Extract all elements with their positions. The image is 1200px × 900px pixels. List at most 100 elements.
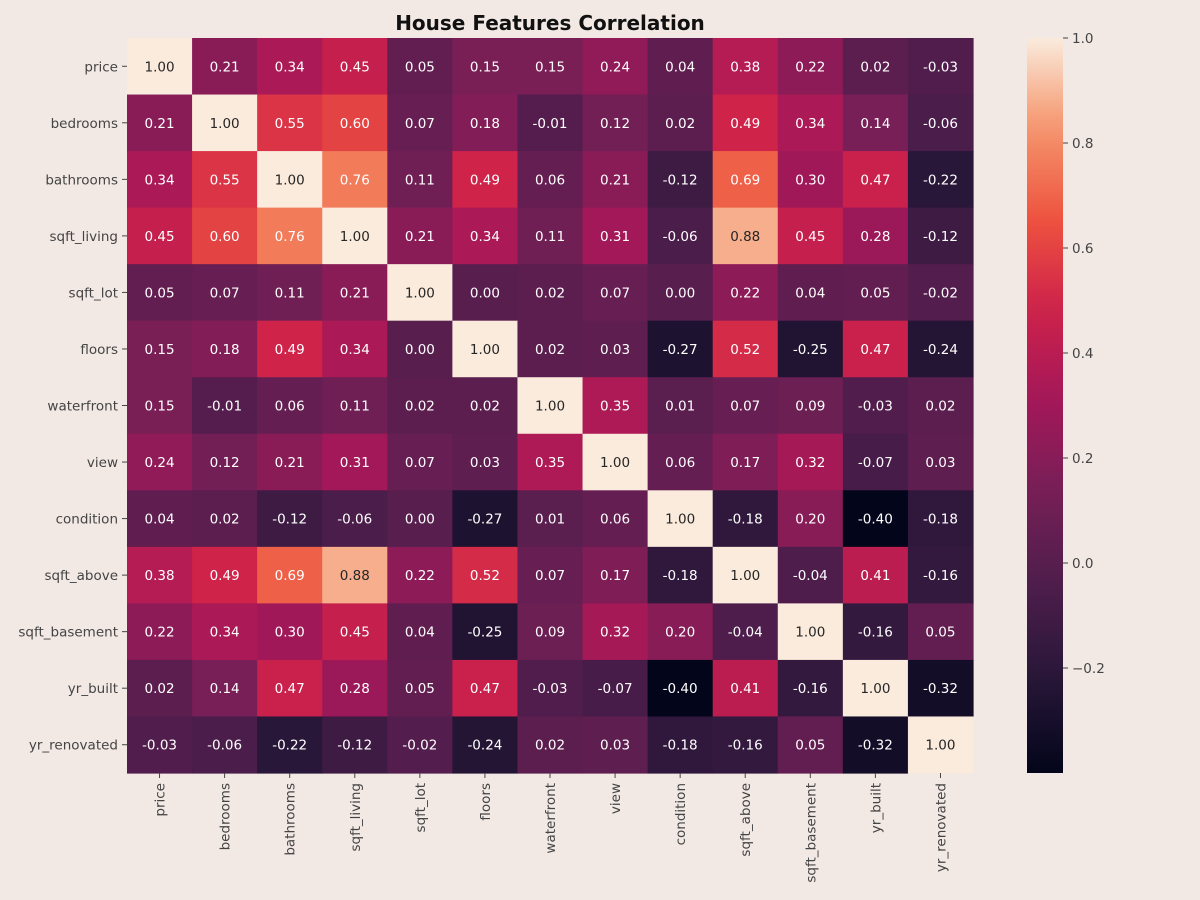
heatmap-cell <box>842 603 909 661</box>
x-tick-label: sqft_above <box>738 783 754 857</box>
heatmap-cell <box>387 716 453 774</box>
cell-value-label: 0.49 <box>275 342 305 358</box>
heatmap-cell <box>322 320 388 378</box>
cell-value-label: -0.03 <box>858 399 893 415</box>
y-tick-label: sqft_basement <box>18 625 118 641</box>
cell-value-label: 0.22 <box>405 568 435 584</box>
cell-value-label: 1.00 <box>145 59 175 75</box>
y-tick-label: sqft_above <box>44 568 118 584</box>
cell-value-label: 0.07 <box>535 568 565 584</box>
cell-value-label: 0.45 <box>795 229 825 245</box>
cell-value-label: 0.06 <box>600 512 630 528</box>
heatmap-cell <box>127 38 193 96</box>
heatmap-cell <box>452 490 519 548</box>
heatmap-cell <box>647 603 714 661</box>
cell-value-label: 0.60 <box>210 229 240 245</box>
heatmap-cell <box>517 264 584 322</box>
cell-value-label: 0.34 <box>145 172 175 188</box>
cell-value-label: -0.24 <box>467 738 502 754</box>
heatmap-cell <box>517 377 584 435</box>
cell-value-label: -0.27 <box>467 512 502 528</box>
cell-value-label: 0.09 <box>535 625 565 641</box>
cell-value-label: 1.00 <box>665 512 695 528</box>
cell-value-label: 0.05 <box>795 738 825 754</box>
cell-value-label: 0.38 <box>145 568 175 584</box>
cell-value-label: 0.34 <box>275 59 305 75</box>
heatmap-cell <box>452 94 519 152</box>
cell-value-label: 0.21 <box>340 285 370 301</box>
cell-value-label: -0.12 <box>272 512 307 528</box>
heatmap-cell <box>257 603 323 661</box>
x-tick-label: sqft_basement <box>803 783 819 883</box>
heatmap-cell <box>192 659 258 718</box>
cell-value-label: 0.06 <box>535 172 565 188</box>
cell-value-label: 0.28 <box>340 681 370 697</box>
cell-value-label: 0.18 <box>470 116 500 132</box>
heatmap-cell <box>387 207 453 265</box>
heatmap-cell <box>452 716 519 774</box>
cell-value-label: 0.00 <box>665 285 695 301</box>
heatmap-cell <box>777 546 844 604</box>
cell-value-label: 0.35 <box>600 399 630 415</box>
heatmap-cell <box>127 320 193 378</box>
colorbar-tick-label: −0.2 <box>1072 661 1105 677</box>
cell-value-label: 0.31 <box>600 229 630 245</box>
cell-value-label: 0.24 <box>145 455 175 471</box>
heatmap-cell <box>712 546 779 604</box>
cell-value-label: 0.21 <box>145 116 175 132</box>
heatmap-cell <box>127 151 193 209</box>
cell-value-label: 0.14 <box>860 116 890 132</box>
heatmap-cell <box>582 490 649 548</box>
cell-value-label: -0.04 <box>728 625 763 641</box>
heatmap-cell <box>777 716 844 774</box>
heatmap-cell <box>582 151 649 209</box>
cell-value-label: 0.31 <box>340 455 370 471</box>
heatmap-cell <box>712 659 779 718</box>
heatmap-cell <box>517 716 584 774</box>
heatmap-cell <box>192 38 258 96</box>
cell-value-label: -0.06 <box>207 738 242 754</box>
cell-value-label: 0.04 <box>405 625 435 641</box>
cell-value-label: -0.03 <box>923 59 958 75</box>
cell-value-label: 0.11 <box>535 229 565 245</box>
heatmap-cell <box>127 94 193 152</box>
heatmap-cell <box>452 603 519 661</box>
cell-value-label: 0.35 <box>535 455 565 471</box>
cell-value-label: 0.02 <box>535 342 565 358</box>
cell-value-label: 0.02 <box>535 285 565 301</box>
cell-value-label: 0.06 <box>275 399 305 415</box>
heatmap-cell <box>712 603 779 661</box>
cell-value-label: 0.32 <box>795 455 825 471</box>
heatmap-cell <box>582 320 649 378</box>
cell-value-label: 0.88 <box>730 229 760 245</box>
cell-value-label: -0.02 <box>402 738 437 754</box>
cell-value-label: 0.24 <box>600 59 630 75</box>
y-tick-label: condition <box>56 512 118 528</box>
cell-value-label: 0.02 <box>145 681 175 697</box>
heatmap-cell <box>712 207 779 265</box>
heatmap-cell <box>907 94 974 152</box>
heatmap-cell <box>842 433 909 491</box>
heatmap-cell <box>907 38 974 96</box>
heatmap-cell <box>387 546 453 604</box>
cell-value-label: 0.21 <box>275 455 305 471</box>
heatmap-cell <box>907 320 974 378</box>
heatmap-cell <box>452 377 519 435</box>
heatmap-cell <box>712 38 779 96</box>
cell-value-label: 0.34 <box>340 342 370 358</box>
cell-value-label: 0.03 <box>925 455 955 471</box>
colorbar-tick-label: 0.8 <box>1072 136 1093 152</box>
heatmap-cell <box>127 490 193 548</box>
heatmap-cells <box>127 38 974 774</box>
heatmap-cell <box>517 433 584 491</box>
heatmap-cell <box>257 716 323 774</box>
heatmap-cell <box>127 716 193 774</box>
heatmap-cell <box>777 207 844 265</box>
cell-value-label: -0.16 <box>728 738 763 754</box>
cell-value-label: 0.34 <box>795 116 825 132</box>
heatmap-cell <box>647 320 714 378</box>
cell-value-label: 0.21 <box>405 229 435 245</box>
cell-value-label: 0.45 <box>340 59 370 75</box>
heatmap-cell <box>907 207 974 265</box>
